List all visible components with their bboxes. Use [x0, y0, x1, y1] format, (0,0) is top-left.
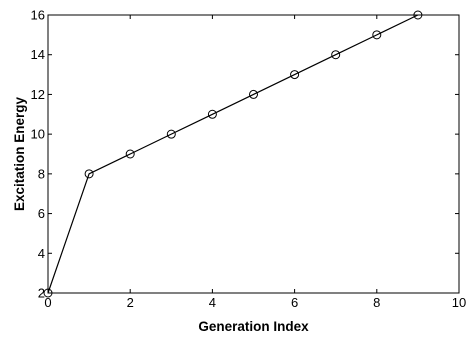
data-point-marker	[372, 30, 382, 40]
y-tick-label: 16	[31, 8, 45, 23]
y-tick-label: 14	[31, 47, 45, 62]
y-tick-label: 10	[31, 127, 45, 142]
data-point-marker	[125, 149, 135, 159]
y-axis-title: Excitation Energy	[12, 97, 27, 212]
data-point-marker	[84, 169, 94, 179]
data-point-marker	[166, 129, 176, 139]
x-tick-label: 6	[291, 295, 298, 310]
x-tick-label: 10	[452, 295, 466, 310]
x-tick-label: 4	[209, 295, 216, 310]
x-axis-title: Generation Index	[198, 319, 309, 334]
y-tick-label: 2	[38, 286, 45, 301]
x-tick-label: 8	[373, 295, 380, 310]
y-tick-label: 12	[31, 87, 45, 102]
y-tick-label: 4	[38, 246, 45, 261]
x-tick-label: 2	[127, 295, 134, 310]
y-tick-label: 6	[38, 206, 45, 221]
plot-area	[48, 15, 459, 293]
data-point-marker	[249, 89, 258, 99]
data-point-marker	[290, 70, 300, 80]
series-line	[47, 14, 419, 294]
data-point-marker	[331, 50, 341, 60]
plot-frame	[47, 14, 460, 294]
y-tick-label: 8	[38, 166, 45, 181]
x-tick-label: 0	[44, 295, 51, 310]
data-point-marker	[207, 109, 217, 119]
